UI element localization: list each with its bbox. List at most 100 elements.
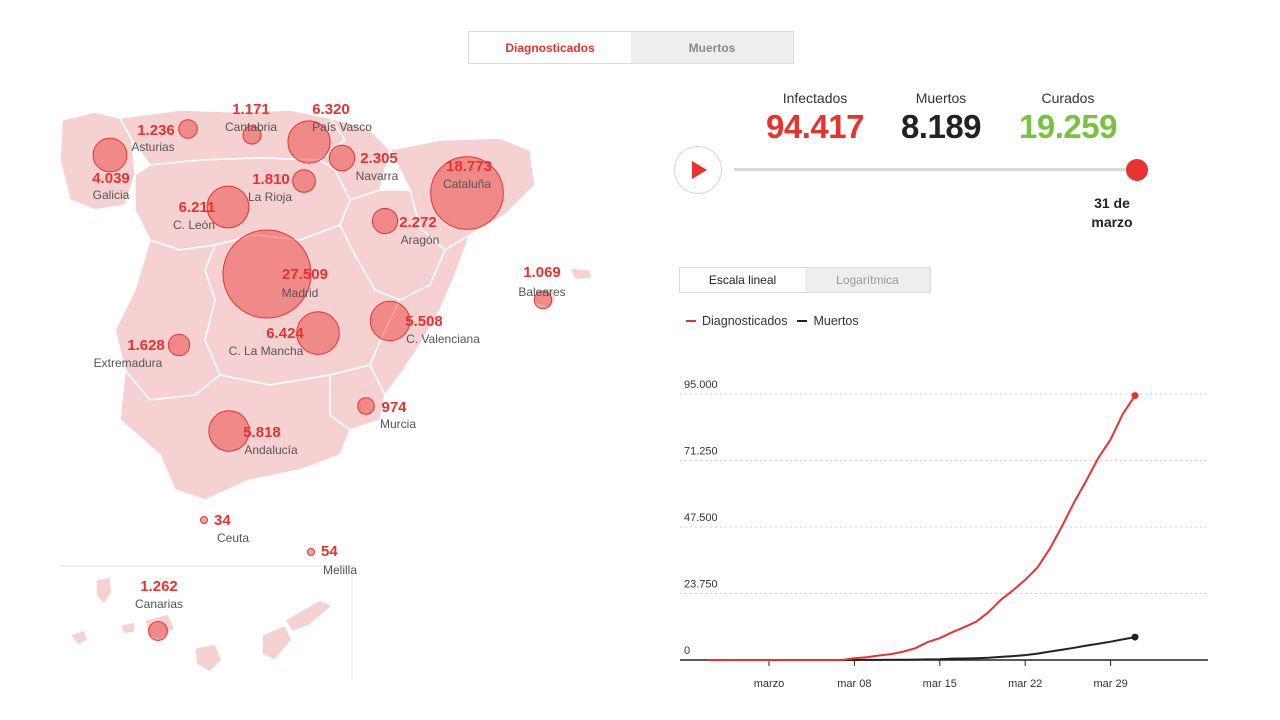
region-bubble[interactable] bbox=[222, 229, 312, 319]
region-c-valenciana[interactable]: 5.508 C. Valenciana bbox=[369, 300, 480, 346]
region-bubble[interactable] bbox=[206, 185, 250, 229]
region-bubble[interactable] bbox=[208, 410, 250, 452]
region-bubble[interactable] bbox=[92, 137, 128, 173]
chart-legend: Diagnosticados Muertos bbox=[686, 314, 859, 328]
stat-label: Muertos bbox=[915, 90, 967, 106]
map-regions bbox=[59, 109, 593, 673]
region-name: Galicia bbox=[93, 188, 130, 202]
x-tick-label: mar 15 bbox=[923, 678, 957, 690]
stat-curados: Curados 19.259 bbox=[1006, 90, 1130, 146]
region-value: 6.211 bbox=[179, 199, 216, 216]
stat-value: 8.189 bbox=[900, 108, 982, 145]
region-name: C. La Mancha bbox=[229, 344, 304, 358]
x-tick-label: mar 22 bbox=[1008, 678, 1042, 690]
y-tick-label: 23.750 bbox=[684, 579, 718, 591]
region-bubble[interactable] bbox=[371, 207, 399, 235]
region-catalu-a[interactable]: 18.773 Cataluña bbox=[430, 156, 504, 230]
region-value: 1.810 bbox=[252, 171, 290, 188]
region-name: País Vasco bbox=[312, 120, 372, 134]
region-value: 6.424 bbox=[266, 325, 304, 342]
region-bubble[interactable] bbox=[242, 125, 262, 145]
region-melilla[interactable]: 54 Melilla bbox=[307, 543, 358, 577]
region-c-la-mancha[interactable]: 6.424 C. La Mancha bbox=[229, 311, 340, 358]
stat-muertos: Muertos 8.189 bbox=[886, 90, 996, 146]
region-name: Ceuta bbox=[217, 531, 249, 545]
region-name: Cantabria bbox=[225, 120, 277, 134]
region-name: C. Valenciana bbox=[406, 332, 480, 346]
region-canarias[interactable]: 1.262 Canarias bbox=[135, 578, 183, 641]
series-line-muertos bbox=[708, 636, 1136, 661]
region-value: 2.305 bbox=[360, 150, 398, 167]
region-name: Asturias bbox=[131, 140, 174, 154]
y-tick-label: 95.000 bbox=[684, 379, 718, 391]
region-bubble[interactable] bbox=[369, 300, 411, 342]
region-bubble[interactable] bbox=[178, 119, 198, 139]
legend-item-muertos: Muertos bbox=[797, 314, 859, 328]
y-tick-label: 47.500 bbox=[684, 512, 718, 524]
region-name: Canarias bbox=[135, 597, 183, 611]
play-button[interactable] bbox=[674, 146, 722, 194]
region-name: Baleares bbox=[518, 285, 565, 299]
region-value: 54 bbox=[321, 543, 338, 560]
region-navarra[interactable]: 2.305 Navarra bbox=[328, 144, 399, 183]
region-value: 1.628 bbox=[127, 337, 165, 354]
scale-toggle: Escala lineal Logarítmica bbox=[679, 267, 931, 293]
region-bubble[interactable] bbox=[357, 397, 375, 415]
region-madrid[interactable]: 27.509 Madrid bbox=[222, 229, 328, 319]
region-value: 34 bbox=[214, 512, 231, 529]
stat-label: Curados bbox=[1041, 90, 1095, 106]
series-end-point-muertos bbox=[1131, 633, 1139, 641]
region-extremadura[interactable]: 1.628 Extremadura bbox=[94, 333, 191, 370]
region-baleares[interactable]: 1.069 Baleares bbox=[518, 264, 566, 310]
region-value: 1.171 bbox=[232, 101, 270, 118]
cases-line-chart: 0 23.750 47.500 71.250 95.000 marzo mar 08 mar … bbox=[680, 379, 1208, 690]
legend-label: Diagnosticados bbox=[702, 314, 788, 328]
region-bubble[interactable] bbox=[296, 311, 340, 355]
region-name: La Rioja bbox=[248, 190, 292, 204]
region-value: 18.773 bbox=[446, 158, 492, 175]
y-tick-label: 0 bbox=[684, 645, 690, 657]
region-ceuta[interactable]: 34 Ceuta bbox=[200, 512, 250, 545]
region-la-rioja[interactable]: 1.810 La Rioja bbox=[248, 169, 316, 204]
legend-item-diagnosticados: Diagnosticados bbox=[686, 314, 787, 328]
region-c-le-n[interactable]: 6.211 C. León bbox=[173, 185, 250, 232]
region-arag-n[interactable]: 2.272 Aragón bbox=[371, 207, 439, 247]
region-bubble[interactable] bbox=[430, 156, 504, 230]
region-value: 5.818 bbox=[243, 424, 281, 441]
tab-escala-lineal[interactable]: Escala lineal bbox=[680, 268, 805, 292]
region-bubble[interactable] bbox=[328, 144, 356, 172]
region-name: C. León bbox=[173, 218, 215, 232]
region-name: Navarra bbox=[356, 169, 399, 183]
region-bubble[interactable] bbox=[148, 621, 168, 641]
stat-value: 19.259 bbox=[1019, 108, 1117, 145]
region-bubble[interactable] bbox=[167, 333, 191, 357]
stat-value: 94.417 bbox=[766, 108, 864, 145]
region-value: 974 bbox=[381, 399, 407, 416]
tab-diagnosticados[interactable]: Diagnosticados bbox=[469, 32, 631, 63]
tab-muertos[interactable]: Muertos bbox=[631, 32, 793, 63]
region-bubble[interactable] bbox=[292, 169, 316, 193]
region-bubble[interactable] bbox=[287, 120, 331, 164]
region-name: Extremadura bbox=[94, 356, 163, 370]
region-bubble[interactable] bbox=[533, 290, 553, 310]
tab-logaritmica[interactable]: Logarítmica bbox=[805, 268, 930, 292]
region-pa-s-vasco[interactable]: 6.320 País Vasco bbox=[287, 101, 372, 164]
region-name: Cataluña bbox=[443, 177, 491, 191]
region-bubble[interactable] bbox=[200, 516, 208, 524]
region-andaluc-a[interactable]: 5.818 Andalucía bbox=[208, 410, 298, 457]
legend-swatch bbox=[797, 320, 808, 322]
timeline-track[interactable] bbox=[734, 168, 1136, 171]
region-value: 1.262 bbox=[140, 578, 178, 595]
x-tick-label: mar 29 bbox=[1093, 678, 1127, 690]
timeline-handle[interactable] bbox=[1126, 159, 1148, 181]
region-bubble[interactable] bbox=[307, 548, 315, 556]
region-value: 5.508 bbox=[405, 313, 443, 330]
stat-label: Infectados bbox=[782, 90, 848, 106]
region-cantabria[interactable]: 1.171 Cantabria bbox=[225, 101, 277, 145]
series-end-point-diagnosticados bbox=[1131, 392, 1139, 400]
region-value: 1.069 bbox=[523, 264, 561, 281]
